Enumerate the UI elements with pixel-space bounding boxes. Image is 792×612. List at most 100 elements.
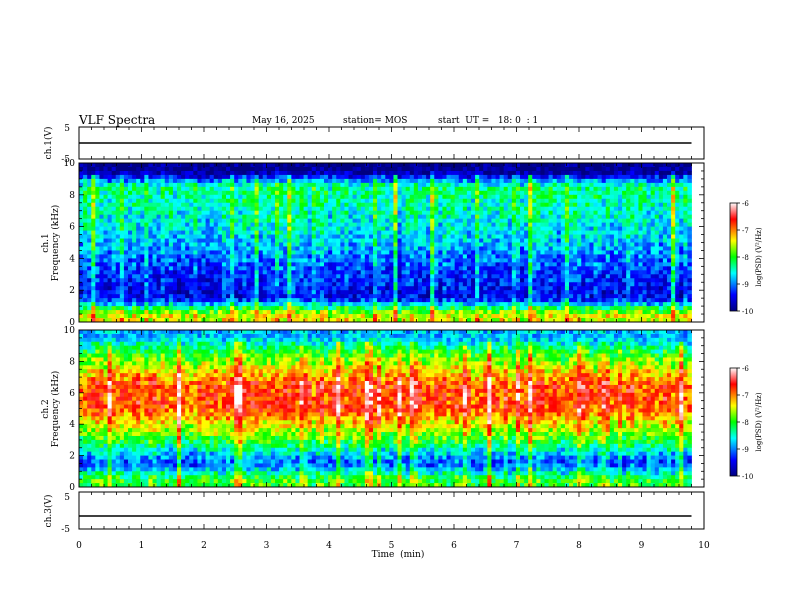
spectrogram-cell bbox=[299, 166, 304, 172]
spectrogram-cell bbox=[377, 214, 382, 220]
spectrogram-cell bbox=[197, 258, 202, 263]
spectrogram-cell bbox=[585, 206, 590, 212]
spectrogram-cell bbox=[446, 234, 451, 239]
spectrogram-cell bbox=[450, 234, 456, 239]
spectrogram-cell bbox=[254, 254, 260, 259]
spectrogram-cell bbox=[266, 226, 272, 231]
spectrogram-cell bbox=[348, 186, 353, 192]
spectrogram-cell bbox=[303, 174, 309, 180]
spectrogram-cell bbox=[552, 282, 558, 287]
spectrogram-cell bbox=[160, 226, 166, 231]
spectrogram-cell bbox=[593, 234, 598, 239]
spectrogram-cell bbox=[638, 238, 643, 243]
spectrogram-cell bbox=[91, 214, 96, 220]
spectrogram-cell bbox=[536, 218, 541, 224]
spectrogram-cell bbox=[581, 222, 586, 228]
spectrogram-cell bbox=[79, 202, 84, 208]
spectrogram-cell bbox=[119, 254, 125, 259]
spectrogram-cell bbox=[577, 266, 582, 271]
spectrogram-cell bbox=[475, 246, 480, 251]
spectrogram-cell bbox=[642, 270, 647, 275]
spectrogram-cell bbox=[552, 270, 558, 275]
spectrogram-cell bbox=[262, 290, 268, 295]
spectrogram-cell bbox=[205, 254, 211, 259]
spectrogram-cell bbox=[605, 278, 611, 283]
spectrogram-cell bbox=[581, 163, 586, 168]
spectrogram-cell bbox=[156, 278, 162, 283]
spectrogram-cell bbox=[577, 206, 582, 212]
spectrogram-cell bbox=[650, 170, 656, 176]
spectrogram-cell bbox=[262, 250, 268, 255]
spectrogram-cell bbox=[181, 286, 186, 291]
spectrogram-cell bbox=[356, 234, 362, 239]
spectrogram-cell bbox=[597, 178, 603, 184]
spectrogram-cell bbox=[434, 226, 439, 231]
spectrogram-cell bbox=[479, 274, 484, 279]
spectrogram-cell bbox=[185, 186, 190, 192]
spectrogram-cell bbox=[438, 250, 443, 255]
spectrogram-cell bbox=[95, 238, 100, 243]
spectrogram-cell bbox=[360, 258, 366, 263]
spectrogram-cell bbox=[197, 242, 202, 247]
spectrogram-cell bbox=[344, 282, 349, 287]
spectrogram-cell bbox=[569, 274, 574, 279]
spectrogram-cell bbox=[401, 222, 407, 228]
spectrogram-cell bbox=[148, 274, 153, 279]
spectrogram-cell bbox=[601, 246, 607, 251]
spectrogram-cell bbox=[609, 286, 615, 291]
spectrogram-cell bbox=[466, 178, 472, 184]
spectrogram-cell bbox=[307, 198, 313, 204]
spectrogram-cell bbox=[258, 163, 264, 168]
spectrogram-cell bbox=[532, 274, 537, 279]
spectrogram-cell bbox=[303, 246, 309, 251]
spectrogram-cell bbox=[393, 270, 398, 275]
spectrogram-cell bbox=[91, 270, 96, 275]
spectrogram-cell bbox=[123, 266, 129, 271]
spectrogram-cell bbox=[205, 250, 211, 255]
spectrogram-cell bbox=[434, 178, 439, 184]
spectrogram-cell bbox=[221, 262, 227, 267]
spectrogram-cell bbox=[140, 250, 145, 255]
spectrogram-cell bbox=[230, 178, 235, 184]
spectrogram-cell bbox=[238, 290, 243, 295]
spectrogram-cell bbox=[242, 202, 247, 208]
spectrogram-cell bbox=[422, 178, 427, 184]
spectrogram-cell bbox=[430, 218, 435, 224]
spectrogram-cell bbox=[426, 242, 431, 247]
spectrogram-cell bbox=[311, 250, 317, 255]
spectrogram-cell bbox=[393, 178, 398, 184]
spectrogram-cell bbox=[532, 266, 537, 271]
spectrogram-cell bbox=[475, 163, 480, 168]
spectrogram-cell bbox=[123, 178, 129, 184]
spectrogram-cell bbox=[471, 266, 476, 271]
spectrogram-cell bbox=[115, 170, 121, 176]
spectrogram-cell bbox=[503, 286, 509, 291]
spectrogram-cell bbox=[585, 278, 590, 283]
spectrogram-cell bbox=[675, 178, 680, 184]
spectrogram-cell bbox=[532, 238, 537, 243]
spectrogram-cell bbox=[507, 214, 513, 220]
spectrogram-cell bbox=[275, 166, 280, 172]
spectrogram-cell bbox=[250, 214, 255, 220]
spectrogram-cell bbox=[442, 234, 447, 239]
spectrogram-cell bbox=[360, 274, 366, 279]
spectrogram-cell bbox=[422, 246, 427, 251]
spectrogram-cell bbox=[471, 226, 476, 231]
spectrogram-cell bbox=[405, 254, 411, 259]
spectrogram-cell bbox=[221, 178, 227, 184]
spectrogram-cell bbox=[283, 178, 288, 184]
spectrogram-cell bbox=[324, 274, 329, 279]
spectrogram-cell bbox=[319, 286, 325, 291]
spectrogram-cell bbox=[283, 170, 288, 176]
spectrogram-cell bbox=[499, 218, 505, 224]
spectrogram-cell bbox=[491, 170, 496, 176]
spectrogram-cell bbox=[679, 262, 684, 267]
spectrogram-cell bbox=[401, 286, 407, 291]
spectrogram-cell bbox=[83, 242, 88, 247]
spectrogram-cell bbox=[373, 210, 378, 216]
spectrogram-cell bbox=[197, 210, 202, 216]
spectrogram-cell bbox=[177, 246, 182, 251]
spectrogram-cell bbox=[585, 238, 590, 243]
spectrogram-cell bbox=[258, 170, 264, 176]
spectrogram-cell bbox=[83, 163, 88, 168]
